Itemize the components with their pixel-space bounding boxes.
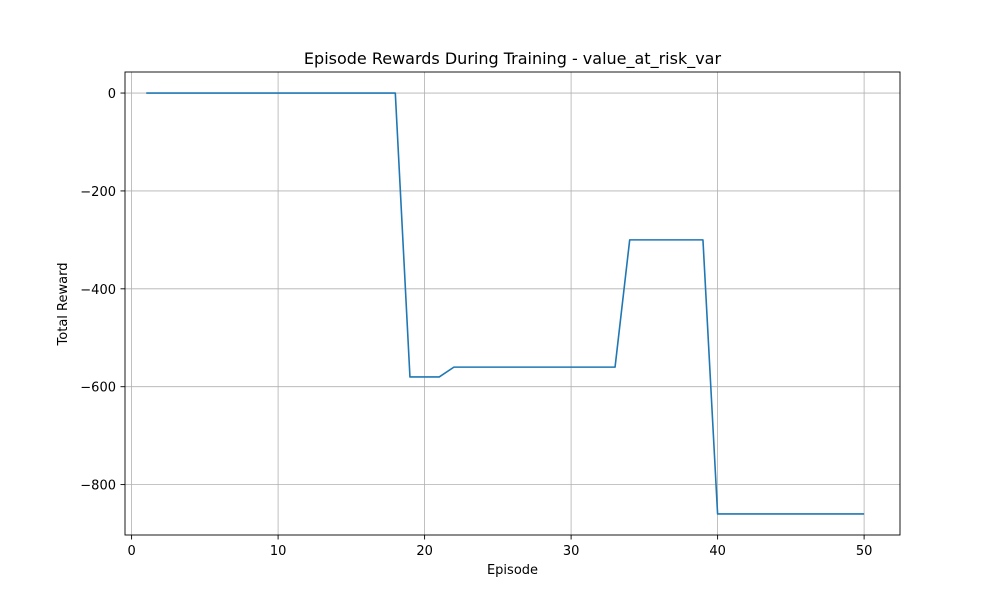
x-axis-title: Episode	[487, 563, 538, 578]
ticks-layer: 0 10 20 30 40 50 0 −200 −400 −600 −800	[80, 87, 872, 559]
axes-layer	[124, 71, 901, 536]
plot-frame	[124, 71, 901, 536]
y-tick-label: −800	[80, 479, 116, 494]
y-tick-label: 0	[108, 87, 116, 102]
x-tick-label: 10	[270, 544, 287, 559]
series-layer	[146, 92, 865, 515]
y-axis-title: Total Reward	[56, 263, 71, 347]
x-tick-label: 0	[127, 544, 135, 559]
y-tick-label: −600	[80, 381, 116, 396]
y-tick-label: −400	[80, 283, 116, 298]
x-tick-label: 50	[856, 544, 873, 559]
series-line	[146, 92, 865, 515]
x-tick-label: 20	[416, 544, 433, 559]
x-tick-label: 40	[709, 544, 726, 559]
y-tick-label: −200	[80, 185, 116, 200]
x-tick-label: 30	[563, 544, 580, 559]
chart-title: Episode Rewards During Training - value_…	[304, 49, 722, 69]
